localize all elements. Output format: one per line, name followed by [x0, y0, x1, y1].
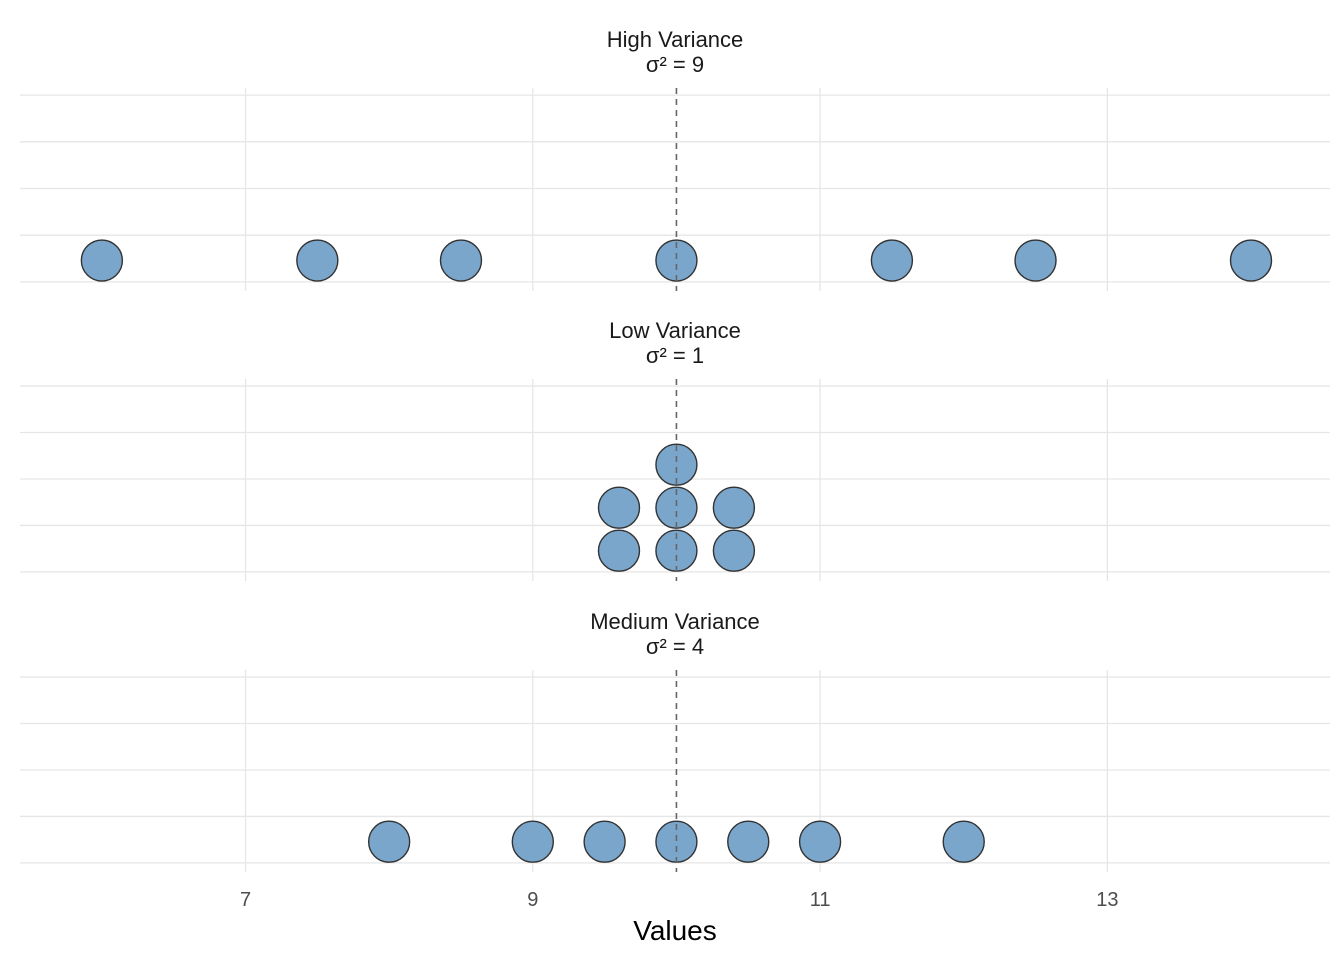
data-point [712, 486, 756, 529]
data-point [597, 486, 641, 529]
data-point [798, 820, 842, 863]
data-point [1229, 239, 1273, 282]
data-point [597, 529, 641, 572]
facet-subtitle: σ² = 4 [646, 634, 704, 659]
data-point [583, 820, 626, 863]
data-point [655, 239, 698, 282]
x-tick-label: 7 [240, 889, 251, 911]
facet-subtitle: σ² = 9 [646, 52, 704, 77]
facet-title: High Variance [607, 27, 744, 52]
data-point [870, 239, 914, 282]
data-point [511, 820, 554, 863]
data-point [367, 820, 411, 863]
x-tick-label: 9 [527, 889, 538, 911]
x-tick-label: 11 [810, 889, 831, 911]
facet-title: Low Variance [609, 318, 741, 343]
x-axis-title: Values [633, 915, 717, 946]
data-point [655, 443, 698, 486]
x-tick-label: 13 [1096, 889, 1118, 911]
data-point [1014, 239, 1057, 282]
facet-subtitle: σ² = 1 [646, 343, 704, 368]
data-point [655, 486, 698, 529]
data-point [439, 239, 483, 282]
facet-title: Medium Variance [590, 609, 760, 634]
data-point [296, 239, 339, 282]
data-point [712, 529, 756, 572]
data-point [80, 239, 124, 282]
data-point [727, 820, 770, 863]
data-point [942, 820, 985, 863]
